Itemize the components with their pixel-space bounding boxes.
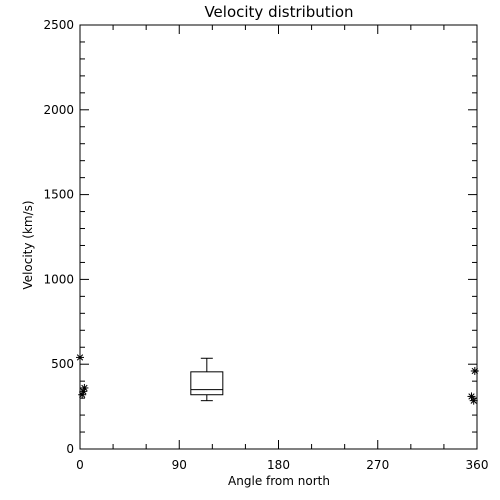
data-point <box>469 396 478 405</box>
x-tick-label: 180 <box>267 458 290 472</box>
x-tick-label: 90 <box>172 458 187 472</box>
y-axis-label: Velocity (km/s) <box>21 200 35 289</box>
x-axis-label: Angle from north <box>228 474 330 488</box>
y-tick-label: 2000 <box>43 103 74 117</box>
y-tick-label: 1500 <box>43 188 74 202</box>
y-tick-label: 0 <box>66 442 74 456</box>
data-point <box>79 387 88 396</box>
plot-frame <box>79 24 478 450</box>
box-plot <box>190 357 224 402</box>
data-point <box>467 392 476 401</box>
data-point <box>76 353 84 362</box>
data-point <box>78 390 87 399</box>
chart-title: Velocity distribution <box>204 3 353 21</box>
y-tick-label: 1000 <box>43 272 74 286</box>
data-point <box>470 366 479 375</box>
y-tick-label: 500 <box>51 357 74 371</box>
box-iqr <box>190 371 224 396</box>
x-tick-label: 0 <box>76 458 84 472</box>
x-tick-label: 270 <box>366 458 389 472</box>
y-tick-label: 2500 <box>43 18 74 32</box>
x-tick-label: 360 <box>466 458 489 472</box>
